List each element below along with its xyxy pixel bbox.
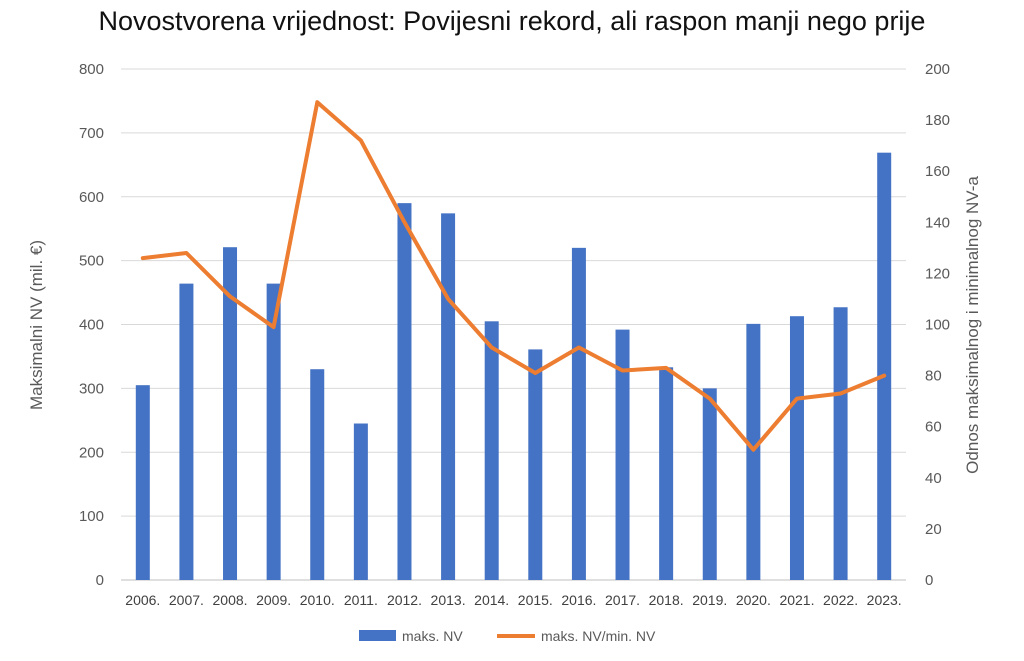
left-tick-label: 0 [96, 572, 104, 589]
x-tick-label: 2018. [649, 592, 684, 608]
right-tick-label: 120 [925, 265, 950, 282]
bar [659, 367, 674, 580]
bar [528, 349, 543, 580]
bar [789, 316, 804, 580]
left-tick-label: 300 [79, 380, 104, 397]
bar [310, 369, 325, 580]
left-axis-label: Maksimalni NV (mil. €) [27, 240, 46, 410]
bar [397, 203, 412, 580]
bar [484, 321, 499, 580]
x-tick-label: 2020. [736, 592, 771, 608]
x-tick-label: 2013. [431, 592, 466, 608]
gridlines [121, 68, 906, 581]
bar [266, 283, 281, 580]
right-tick-label: 60 [925, 419, 942, 436]
bar [615, 329, 630, 580]
bar [702, 388, 717, 580]
bar [223, 247, 238, 580]
chart-title: Novostvorena vrijednost: Povijesni rekor… [98, 6, 926, 36]
right-axis-ticks: 0 20 40 60 80 100 120 140 160 180 200 [925, 61, 950, 589]
x-tick-label: 2019. [692, 592, 727, 608]
left-tick-label: 800 [79, 61, 104, 78]
bar [877, 152, 892, 580]
right-tick-label: 180 [925, 112, 950, 129]
x-tick-label: 2017. [605, 592, 640, 608]
legend-label-line: maks. NV/min. NV [541, 628, 656, 644]
x-tick-label: 2023. [867, 592, 902, 608]
right-tick-label: 200 [925, 61, 950, 78]
right-tick-label: 0 [925, 572, 933, 589]
x-tick-label: 2011. [344, 592, 378, 608]
bar [353, 423, 368, 580]
right-tick-label: 140 [925, 214, 950, 231]
bar [833, 307, 848, 580]
legend-swatch-bar [359, 630, 396, 641]
x-tick-label: 2021. [779, 592, 814, 608]
right-tick-label: 160 [925, 163, 950, 180]
left-tick-label: 700 [79, 125, 104, 142]
x-tick-label: 2008. [213, 592, 248, 608]
x-tick-label: 2014. [474, 592, 509, 608]
right-tick-label: 100 [925, 317, 950, 334]
right-axis-label: Odnos maksimalnog i minimalnog NV-a [963, 176, 982, 474]
x-tick-label: 2010. [300, 592, 335, 608]
x-axis-ticks: 2006. 2007. 2008. 2009. 2010. 2011. 2012. 2013.… [125, 592, 901, 608]
x-tick-label: 2006. [125, 592, 160, 608]
right-tick-label: 40 [925, 470, 942, 487]
right-tick-label: 80 [925, 368, 942, 385]
left-tick-label: 100 [79, 508, 104, 525]
legend-label-bar: maks. NV [402, 628, 463, 644]
right-tick-label: 20 [925, 521, 942, 538]
bar [179, 283, 194, 580]
x-tick-label: 2009. [256, 592, 291, 608]
x-tick-label: 2015. [518, 592, 553, 608]
left-axis-ticks: 0 100 200 300 400 500 600 700 800 [79, 61, 104, 589]
left-tick-label: 600 [79, 189, 104, 206]
left-tick-label: 400 [79, 317, 104, 334]
left-tick-label: 200 [79, 444, 104, 461]
line-series-path [140, 100, 887, 452]
bar [571, 247, 586, 580]
x-tick-label: 2022. [823, 592, 858, 608]
bar [135, 385, 150, 580]
left-tick-label: 500 [79, 253, 104, 270]
x-tick-label: 2012. [387, 592, 422, 608]
bar [441, 213, 456, 581]
line-series [140, 100, 887, 452]
legend: maks. NV maks. NV/min. NV [359, 628, 656, 644]
x-tick-label: 2007. [169, 592, 204, 608]
bar [746, 323, 761, 580]
x-tick-label: 2016. [561, 592, 596, 608]
